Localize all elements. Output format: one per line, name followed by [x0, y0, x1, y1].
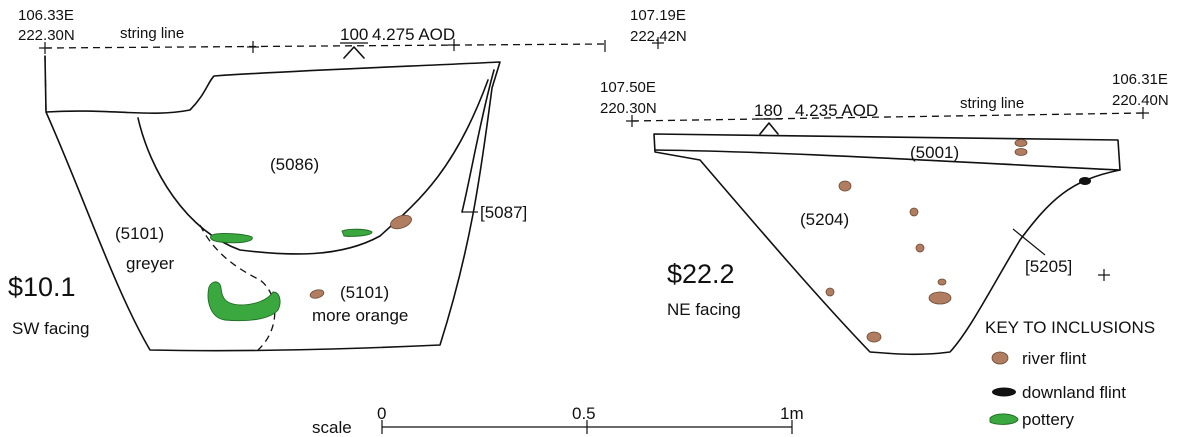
sw-right-easting: 107.19E [630, 7, 686, 24]
ne-left-northing: 220.30N [600, 100, 657, 117]
river-flint-icon [991, 351, 1009, 365]
sw-left-northing: 222.30N [18, 27, 75, 44]
river-flint-icon [866, 331, 882, 343]
river-flint-icon [937, 278, 947, 286]
sw-facing: SW facing [12, 319, 89, 338]
sw-fill-5101-greyer-label: (5101) [115, 224, 164, 243]
ne-datum-arrow [759, 122, 779, 135]
sw-datum-arrow [343, 46, 365, 59]
ne-cut-label: [5205] [1025, 257, 1072, 276]
sw-left-edge [44, 55, 47, 111]
ne-section-id: $22.2 [667, 259, 735, 289]
ne-site-marker [1098, 269, 1110, 281]
sw-fill-5086-boundary [137, 79, 489, 255]
scale-bar: scale 0 0.5 1m [312, 404, 804, 437]
inclusions-key: KEY TO INCLUSIONS river flint downland f… [985, 318, 1155, 429]
sw-fill-5101-orange-note: more orange [312, 306, 408, 325]
ne-string-line-label: string line [960, 95, 1024, 112]
key-item-label: downland flint [1022, 383, 1126, 402]
ne-fill-5001-boundary [654, 149, 1121, 171]
scale-label: scale [312, 418, 352, 437]
sw-5101-boundary [199, 224, 276, 351]
downland-flint-icon [1079, 177, 1091, 185]
ne-left-easting: 107.50E [600, 79, 656, 96]
ne-fill-5001-label: (5001) [910, 143, 959, 162]
river-flint-icon [309, 289, 325, 299]
key-item-label: pottery [1022, 410, 1074, 429]
sw-string-line-label: string line [120, 25, 184, 42]
key-item-label: river flint [1022, 349, 1087, 368]
river-flint-icon [909, 207, 919, 217]
scale-tick-label: 0.5 [572, 404, 596, 423]
downland-flint-icon [992, 387, 1016, 397]
pottery-icon [341, 228, 373, 237]
ne-right-northing: 220.40N [1112, 92, 1169, 109]
pottery-icon [207, 281, 281, 322]
pottery-icon [989, 413, 1019, 425]
sw-fill-5101-orange-label: (5101) [340, 283, 389, 302]
sw-cut-outline [44, 55, 501, 352]
sw-datum-level: 4.275 AOD [372, 25, 455, 44]
river-flint-icon [825, 287, 835, 297]
scale-tick-label: 0 [377, 404, 386, 423]
sw-fill-5101-greyer-note: greyer [126, 254, 175, 273]
ne-facing: NE facing [667, 300, 741, 319]
ne-right-marker [1137, 107, 1149, 119]
river-flint-icon [915, 243, 925, 253]
ne-left-marker [626, 115, 638, 127]
sw-string-marker [448, 39, 460, 51]
sw-section-id: $10.1 [8, 272, 76, 302]
river-flint-icon [838, 180, 852, 192]
sw-right-marker [652, 37, 664, 49]
scale-tick-label: 1m [780, 404, 804, 423]
sw-left-marker [39, 42, 51, 54]
ne-string-line [631, 112, 1144, 122]
sw-string-marker [247, 41, 259, 53]
ne-fill-5204-label: (5204) [800, 210, 849, 229]
ne-datum-number: 180 [754, 101, 782, 120]
ne-right-easting: 106.31E [1112, 71, 1168, 88]
river-flint-icon [1014, 139, 1028, 147]
ne-cut-leader [1012, 228, 1046, 256]
sw-right-northing: 222.42N [630, 28, 687, 45]
ne-section: 107.50E 220.30N 180 4.235 AOD string lin… [600, 71, 1169, 356]
sw-section: 106.33E 222.30N string line 100 4.275 AO… [8, 7, 687, 352]
sw-left-easting: 106.33E [18, 7, 74, 24]
sw-fill-5086-label: (5086) [270, 155, 319, 174]
pottery-icon [209, 233, 253, 244]
river-flint-icon [390, 214, 412, 230]
sw-cut-inner [461, 69, 495, 213]
river-flint-icon [1014, 148, 1028, 156]
ne-datum-level: 4.235 AOD [795, 101, 878, 120]
sw-cut-label: [5087] [480, 203, 527, 222]
ne-cut-outline [653, 133, 1121, 356]
key-title: KEY TO INCLUSIONS [985, 318, 1155, 337]
sw-string-line [44, 43, 606, 49]
sw-datum-number: 100 [340, 25, 368, 44]
river-flint-icon [928, 291, 952, 305]
